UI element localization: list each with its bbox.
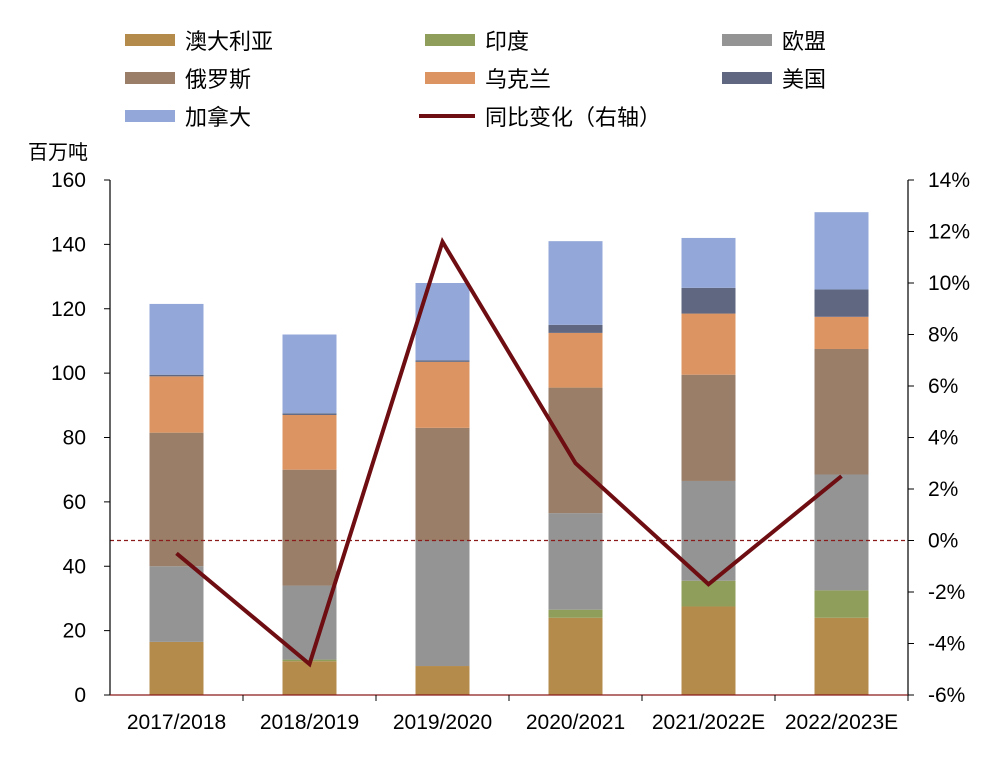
bar-segment-6-4 bbox=[681, 237, 736, 288]
right-tick-label: 8% bbox=[928, 324, 958, 347]
bar-segment-6-0 bbox=[149, 303, 204, 375]
legend-label: 乌克兰 bbox=[485, 68, 552, 93]
bar-segment-4-5 bbox=[814, 316, 869, 349]
legend-label: 欧盟 bbox=[782, 30, 827, 55]
bar-segment-5-3 bbox=[548, 324, 603, 333]
chart-legend: 澳大利亚 印度 欧盟 俄罗斯 乌克兰 美国 加拿大 同比变化（右轴） bbox=[0, 0, 1008, 140]
legend-item-ukraine: 乌克兰 bbox=[425, 63, 551, 93]
bar-segment-5-5 bbox=[814, 289, 869, 317]
legend-line-swatch bbox=[419, 114, 475, 118]
left-tick-label: 100 bbox=[51, 362, 86, 385]
legend-item-russia: 俄罗斯 bbox=[125, 63, 251, 93]
right-tick-label: 12% bbox=[928, 221, 970, 244]
legend-swatch bbox=[425, 72, 475, 84]
x-tick-label: 2020/2021 bbox=[526, 711, 625, 734]
right-tick-label: 2% bbox=[928, 478, 958, 501]
legend-swatch bbox=[425, 34, 475, 46]
bar-segment-3-0 bbox=[149, 432, 204, 567]
right-tick-label: -6% bbox=[928, 684, 965, 707]
bar-segment-2-4 bbox=[681, 480, 736, 581]
legend-label: 美国 bbox=[782, 68, 827, 93]
left-tick-label: 60 bbox=[63, 491, 86, 514]
bar-segment-4-1 bbox=[282, 414, 337, 470]
y-axis-unit-label: 百万吨 bbox=[28, 140, 88, 164]
bar-segment-0-1 bbox=[282, 661, 337, 695]
legend-item-india: 印度 bbox=[425, 25, 529, 55]
bar-segment-6-2 bbox=[415, 283, 470, 361]
bar-segment-6-3 bbox=[548, 241, 603, 325]
bar-segment-3-2 bbox=[415, 427, 470, 541]
bar-segment-5-4 bbox=[681, 287, 736, 314]
bar-segment-1-5 bbox=[814, 590, 869, 618]
bar-segment-3-1 bbox=[282, 469, 337, 586]
left-tick-label: 0 bbox=[74, 684, 86, 707]
left-tick-label: 160 bbox=[51, 169, 86, 192]
bar-segment-4-3 bbox=[548, 332, 603, 388]
bar-segment-2-5 bbox=[814, 474, 869, 591]
left-tick-label: 80 bbox=[63, 427, 86, 450]
right-tick-label: -2% bbox=[928, 581, 965, 604]
legend-item-australia: 澳大利亚 bbox=[125, 25, 273, 55]
bar-segment-5-2 bbox=[415, 360, 470, 362]
legend-swatch bbox=[125, 72, 175, 84]
bar-segment-6-1 bbox=[282, 334, 337, 414]
right-tick-label: 4% bbox=[928, 427, 958, 450]
legend-item-yoy-line: 同比变化（右轴） bbox=[419, 101, 661, 131]
legend-label: 加拿大 bbox=[185, 106, 252, 131]
yoy-change-line bbox=[175, 236, 843, 668]
legend-label: 印度 bbox=[485, 30, 530, 55]
legend-label: 澳大利亚 bbox=[185, 30, 274, 55]
right-tick-label: 6% bbox=[928, 375, 958, 398]
bar-segment-5-1 bbox=[282, 413, 337, 415]
bar-segment-0-2 bbox=[415, 666, 470, 695]
x-tick-label: 2021/2022E bbox=[652, 711, 765, 734]
left-tick-label: 140 bbox=[51, 233, 86, 256]
x-tick-label: 2022/2023E bbox=[785, 711, 898, 734]
bar-segment-6-5 bbox=[814, 212, 869, 290]
bar-segment-3-5 bbox=[814, 348, 869, 475]
legend-label: 俄罗斯 bbox=[185, 68, 252, 93]
legend-swatch bbox=[125, 34, 175, 46]
bar-segment-0-4 bbox=[681, 606, 736, 695]
legend-swatch bbox=[722, 34, 772, 46]
right-tick-label: -4% bbox=[928, 633, 965, 656]
bar-segment-2-3 bbox=[548, 513, 603, 610]
right-tick-label: 14% bbox=[928, 169, 970, 192]
legend-label: 同比变化（右轴） bbox=[485, 106, 662, 131]
bar-segment-2-0 bbox=[149, 566, 204, 642]
bar-segment-3-3 bbox=[548, 387, 603, 514]
x-tick-label: 2017/2018 bbox=[127, 711, 226, 734]
legend-swatch bbox=[722, 72, 772, 84]
bar-segment-1-3 bbox=[548, 609, 603, 618]
bar-segment-3-4 bbox=[681, 374, 736, 481]
left-tick-label: 120 bbox=[51, 298, 86, 321]
bar-segment-4-2 bbox=[415, 361, 470, 428]
legend-item-eu: 欧盟 bbox=[722, 25, 826, 55]
bar-segment-2-2 bbox=[415, 540, 470, 667]
bar-segment-5-0 bbox=[149, 374, 204, 377]
bar-segment-0-0 bbox=[149, 641, 204, 695]
legend-item-usa: 美国 bbox=[722, 63, 826, 93]
x-tick-label: 2019/2020 bbox=[393, 711, 492, 734]
bar-segment-0-3 bbox=[548, 617, 603, 695]
legend-item-canada: 加拿大 bbox=[125, 101, 251, 131]
left-tick-label: 20 bbox=[63, 620, 86, 643]
right-tick-label: 10% bbox=[928, 272, 970, 295]
bar-segment-0-5 bbox=[814, 617, 869, 695]
legend-swatch bbox=[125, 110, 175, 122]
bar-segment-4-0 bbox=[149, 376, 204, 433]
bar-segment-4-4 bbox=[681, 313, 736, 375]
left-tick-label: 40 bbox=[63, 555, 86, 578]
right-tick-label: 0% bbox=[928, 530, 958, 553]
x-tick-label: 2018/2019 bbox=[260, 711, 359, 734]
